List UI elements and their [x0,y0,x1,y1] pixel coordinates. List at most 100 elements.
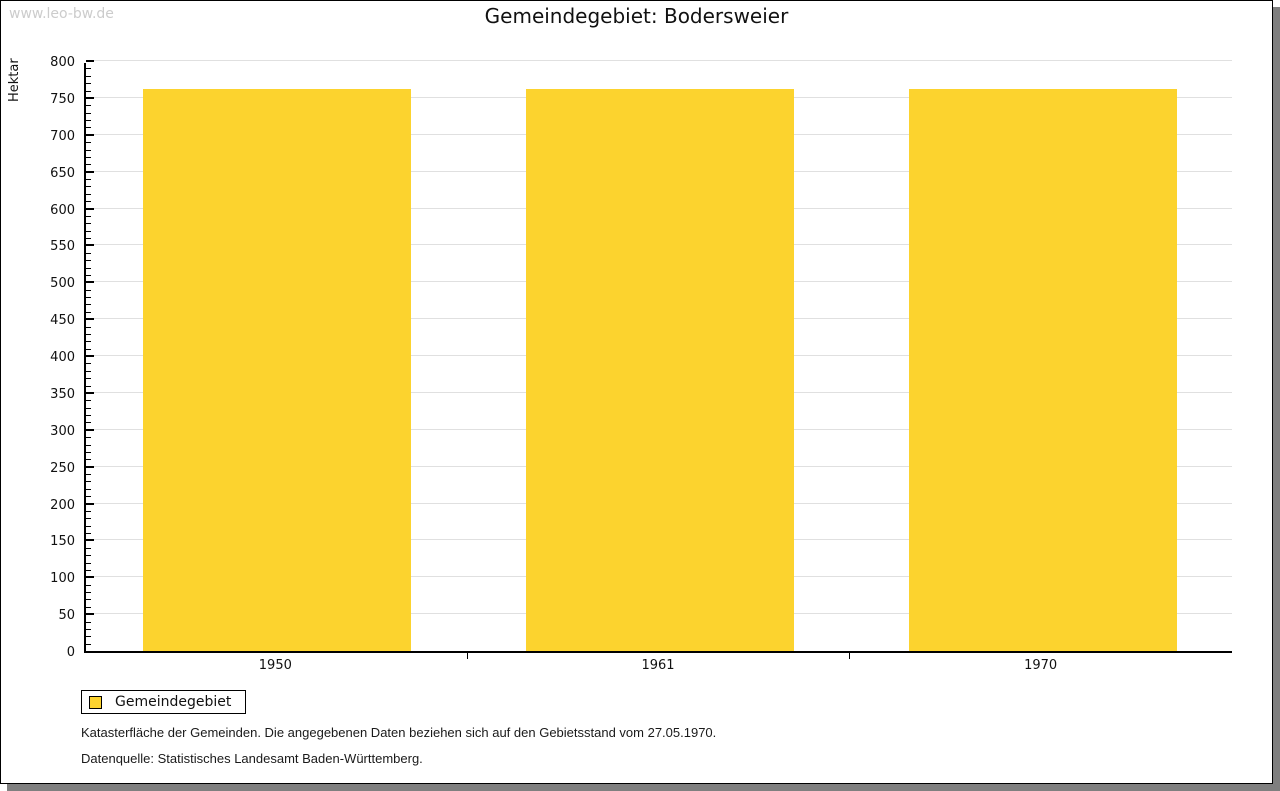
y-axis-tick [86,201,91,203]
y-axis-tick [86,547,91,549]
y-axis-tick [86,96,94,99]
y-axis-tick [86,599,91,601]
x-axis-tick [849,653,851,659]
y-axis-tick [86,355,94,357]
y-axis-tick [86,341,91,343]
y-axis-tick [86,230,91,232]
gridline [86,60,1232,61]
y-axis-tick [86,127,91,129]
y-axis-tick [86,533,91,534]
y-axis-tick [86,68,91,70]
y-axis-tick [86,518,91,520]
y-axis-tick-label: 600 [50,202,75,218]
y-axis-tick [86,391,94,394]
y-axis-tick [86,170,94,173]
y-axis-tick [86,304,91,306]
y-axis-tick [86,496,91,498]
y-axis-tick [86,215,91,217]
y-axis-tick [86,378,91,380]
y-axis-tick [86,370,91,372]
plot-area [84,60,1232,653]
y-axis-tick [86,311,91,313]
y-axis-tick [86,584,91,586]
y-axis-tick [86,267,91,269]
y-axis-tick-label: 100 [50,571,75,587]
chart-area: Hektar 0 50 100 150 200 250 300 350 400 450 500 550… [1,1,1272,701]
y-axis-tick-label: 550 [50,239,75,255]
y-axis-tick [86,400,91,402]
y-axis-tick [86,385,91,387]
y-axis-tick [86,164,91,166]
y-axis-tick-label: 0 [66,645,75,660]
y-axis-tick [86,326,91,328]
y-axis-tick [86,289,91,291]
y-axis-tick [86,260,91,262]
y-axis-tick [86,636,91,638]
y-axis-tick [86,252,91,254]
y-axis-tick-label: 500 [50,276,75,292]
y-axis-tick [86,465,94,468]
y-axis-tick [86,156,91,158]
y-axis-tick [86,488,91,490]
y-axis-tick [86,628,91,630]
x-axis-tick-label: 1961 [641,658,675,673]
y-axis-tick-label: 650 [50,165,75,181]
chart-title: Gemeindegebiet: Bodersweier [484,4,789,28]
y-axis-tick [86,142,91,144]
y-axis-tick [86,60,94,62]
y-axis-tick [86,193,91,195]
x-axis-tick [466,653,468,659]
y-axis-tick-label: 400 [50,350,75,365]
y-axis-tick [86,83,91,85]
y-axis-tick [86,606,91,608]
y-axis-tick [86,643,91,645]
y-axis-tick [86,415,91,416]
y-axis-tick [86,112,91,114]
y-axis-tick-label: 800 [50,55,75,70]
y-axis-tick [86,348,91,350]
y-axis-tick-label: 300 [50,423,75,439]
y-axis-tick [86,451,91,453]
y-axis-tick [86,333,91,335]
y-axis-tick-label: 50 [58,608,75,624]
y-axis-tick [86,525,91,527]
y-axis-tick [86,90,91,92]
y-axis-tick [86,569,91,571]
bar-1950 [143,89,412,651]
y-axis-tick [86,407,91,409]
y-axis-tick-label: 750 [50,91,75,107]
y-axis-tick [86,481,91,483]
y-axis-tick-label: 350 [50,386,75,402]
x-axis-tick-label: 1950 [258,658,292,673]
y-axis-tick [86,297,91,298]
y-axis-tick-label: 700 [50,128,75,144]
y-axis-tick [86,437,91,439]
footnote-source-note: Katasterfläche der Gemeinden. Die angege… [81,725,717,740]
y-axis-tick [86,621,91,623]
y-axis-tick [86,474,91,475]
y-axis-tick [86,502,94,505]
y-axis-tick [86,422,91,424]
legend-box: Gemeindegebiet [81,690,247,714]
y-axis-tick [86,613,94,616]
y-axis-tick [86,120,91,121]
y-axis-tick [86,318,94,321]
legend-label: Gemeindegebiet [115,694,232,710]
y-axis-tick [86,459,91,461]
y-axis-tick [86,105,91,107]
bar-1970 [908,89,1177,651]
y-axis-tick [86,281,94,284]
y-axis-tick [86,444,91,446]
bar-1961 [526,89,794,651]
y-axis-tick [86,576,94,579]
y-axis-tick-label: 250 [50,460,75,476]
y-axis-tick [86,555,91,557]
y-axis-tick-label: 150 [50,534,75,550]
y-axis-tick [86,428,94,431]
y-axis-tick [86,179,91,180]
y-axis-tick [86,207,94,210]
y-axis-tick [86,539,94,542]
watermark: www.leo-bw.de [9,6,114,22]
y-axis-tick [86,186,91,188]
